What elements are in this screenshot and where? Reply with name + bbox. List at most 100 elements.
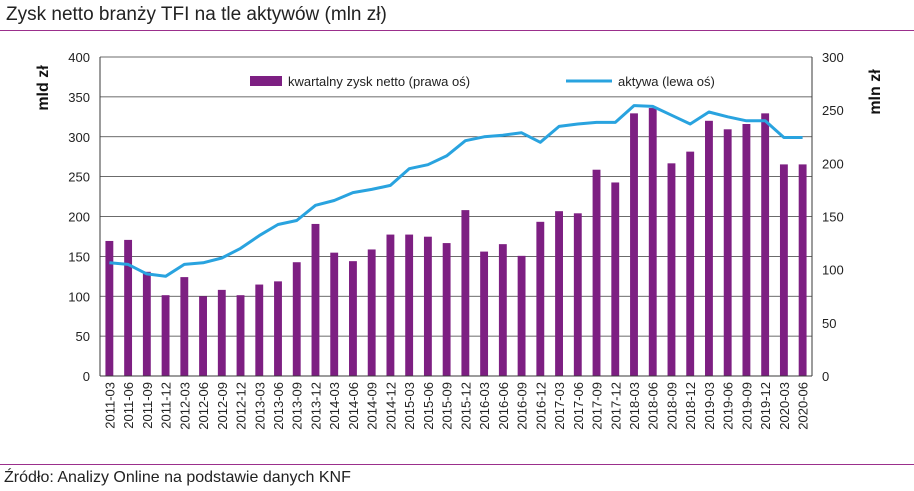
x-axis-tick-label: 2016-06 bbox=[496, 382, 511, 430]
x-axis-tick-label: 2016-09 bbox=[515, 382, 530, 430]
legend-label-line: aktywa (lewa oś) bbox=[618, 74, 715, 89]
right-axis-tick-label: 100 bbox=[822, 263, 844, 278]
left-axis-tick-label: 350 bbox=[68, 90, 90, 105]
left-axis-tick-label: 250 bbox=[68, 170, 90, 185]
x-axis-ticks: 2011-03 2011-06 2011-09 2011-12 2012-03 2012-… bbox=[102, 382, 810, 430]
x-axis-tick-label: 2019-06 bbox=[721, 382, 736, 430]
bar bbox=[798, 164, 807, 376]
x-axis-tick-label: 2014-06 bbox=[346, 382, 361, 430]
x-axis-tick-label: 2017-12 bbox=[608, 382, 623, 430]
bar bbox=[667, 163, 676, 376]
x-axis-tick-label: 2018-06 bbox=[646, 382, 661, 430]
left-axis-tick-label: 150 bbox=[68, 249, 90, 264]
x-axis-tick-label: 2014-09 bbox=[365, 382, 380, 430]
left-axis-tick-label: 0 bbox=[83, 369, 90, 384]
x-axis-tick-label: 2019-09 bbox=[739, 382, 754, 430]
bar bbox=[330, 252, 339, 376]
bar bbox=[779, 164, 788, 376]
bar bbox=[292, 262, 301, 376]
x-axis-tick-label: 2020-03 bbox=[777, 382, 792, 430]
x-axis-tick-label: 2015-12 bbox=[458, 382, 473, 430]
x-axis-tick-label: 2011-06 bbox=[121, 382, 136, 429]
right-axis-tick-label: 300 bbox=[822, 50, 844, 65]
left-axis-tick-label: 400 bbox=[68, 50, 90, 65]
right-axis-tick-label: 200 bbox=[822, 156, 844, 171]
x-axis-tick-label: 2017-03 bbox=[552, 382, 567, 430]
source-note: Źródło: Analizy Online na podstawie dany… bbox=[4, 469, 351, 486]
bar bbox=[592, 169, 601, 376]
chart-title: Zysk netto branży TFI na tle aktywów (ml… bbox=[6, 4, 387, 25]
bar bbox=[124, 239, 133, 376]
x-axis-tick-label: 2013-06 bbox=[271, 382, 286, 430]
bar bbox=[461, 210, 470, 376]
bar bbox=[742, 123, 751, 377]
bar bbox=[105, 240, 114, 376]
right-axis-ticks: 0 50 100 150 200 250 300 bbox=[822, 50, 844, 384]
bar bbox=[517, 255, 526, 376]
bar bbox=[236, 295, 245, 376]
left-axis-tick-label: 100 bbox=[68, 289, 90, 304]
bar bbox=[199, 296, 207, 376]
bar bbox=[274, 281, 282, 376]
line-series bbox=[109, 104, 803, 278]
bar bbox=[536, 221, 545, 376]
x-axis-tick-label: 2012-03 bbox=[177, 382, 192, 430]
x-axis-tick-label: 2018-12 bbox=[683, 382, 698, 430]
bar bbox=[498, 244, 507, 376]
bar-series bbox=[105, 108, 807, 377]
chart: 0 50 100 150 200 250 300 350 400 0 50 100 150 200 250… bbox=[35, 50, 884, 430]
x-axis-tick-label: 2011-09 bbox=[140, 382, 155, 429]
bar bbox=[630, 113, 638, 377]
x-axis-tick-label: 2012-12 bbox=[234, 382, 249, 430]
legend: kwartalny zysk netto (prawa oś) aktywa (… bbox=[250, 74, 715, 89]
x-axis-tick-label: 2018-03 bbox=[627, 382, 642, 430]
bar bbox=[386, 234, 395, 376]
bar bbox=[142, 271, 151, 376]
axes bbox=[99, 57, 813, 377]
right-axis-title: mln zł bbox=[867, 69, 884, 115]
right-axis-tick-label: 150 bbox=[822, 210, 844, 225]
bar bbox=[686, 151, 695, 376]
x-axis-tick-label: 2012-06 bbox=[196, 382, 211, 430]
left-axis-ticks: 0 50 100 150 200 250 300 350 400 bbox=[68, 50, 90, 384]
x-axis-tick-label: 2018-09 bbox=[665, 382, 680, 430]
bar bbox=[423, 236, 432, 376]
x-axis-tick-label: 2013-12 bbox=[309, 382, 324, 430]
x-axis-tick-label: 2019-12 bbox=[758, 382, 773, 430]
x-axis-tick-label: 2016-12 bbox=[533, 382, 548, 430]
assets-line bbox=[109, 104, 803, 278]
right-axis-tick-label: 0 bbox=[822, 369, 829, 384]
bar bbox=[349, 261, 357, 376]
bar bbox=[723, 129, 732, 376]
bar bbox=[161, 295, 170, 376]
bar bbox=[405, 234, 414, 376]
x-axis-tick-label: 2017-06 bbox=[571, 382, 586, 430]
legend-swatch-bars bbox=[250, 76, 282, 86]
right-axis-tick-label: 250 bbox=[822, 103, 844, 118]
bar bbox=[761, 113, 770, 377]
bar bbox=[480, 251, 489, 376]
x-axis-tick-label: 2020-06 bbox=[796, 382, 811, 430]
legend-label-bars: kwartalny zysk netto (prawa oś) bbox=[288, 74, 470, 89]
x-axis-tick-label: 2014-12 bbox=[383, 382, 398, 430]
x-axis-tick-label: 2016-03 bbox=[477, 382, 492, 430]
bar bbox=[442, 243, 451, 376]
x-axis-tick-label: 2015-09 bbox=[440, 382, 455, 430]
x-axis-tick-label: 2017-09 bbox=[590, 382, 605, 430]
bar bbox=[367, 249, 376, 376]
bar bbox=[573, 213, 582, 376]
left-axis-title: mld zł bbox=[35, 65, 52, 111]
bar bbox=[311, 223, 320, 376]
x-axis-tick-label: 2015-06 bbox=[421, 382, 436, 430]
left-axis-tick-label: 50 bbox=[76, 329, 90, 344]
x-axis-tick-label: 2011-03 bbox=[102, 382, 117, 429]
bar bbox=[217, 289, 226, 376]
bar bbox=[648, 108, 657, 376]
x-axis-tick-label: 2015-03 bbox=[402, 382, 417, 430]
left-axis-tick-label: 200 bbox=[68, 210, 90, 225]
title-divider bbox=[0, 30, 914, 31]
footer-divider bbox=[0, 464, 914, 465]
x-axis-tick-label: 2014-03 bbox=[327, 382, 342, 430]
left-axis-tick-label: 300 bbox=[68, 130, 90, 145]
right-axis-tick-label: 50 bbox=[822, 316, 836, 331]
